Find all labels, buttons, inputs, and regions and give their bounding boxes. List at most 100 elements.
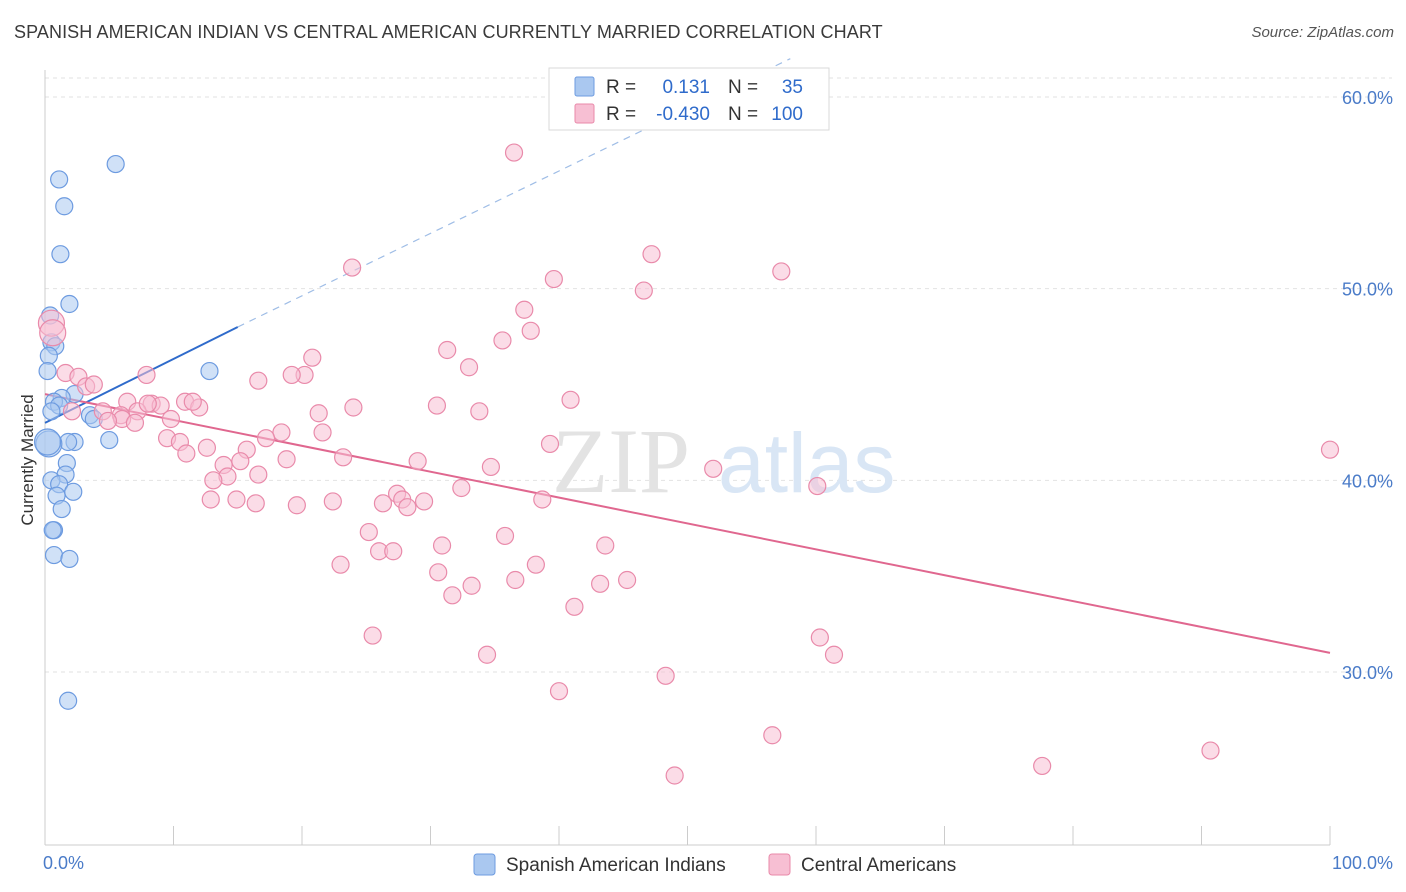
point-central-american-32 — [470, 402, 489, 421]
point-central-american-80 — [506, 570, 525, 590]
point-central-american-52 — [481, 457, 500, 477]
point-spanish-american-indian-9 — [200, 361, 219, 381]
legend-n-value-2: 100 — [771, 104, 803, 125]
point-central-american-83 — [462, 576, 481, 595]
point-central-american-89 — [477, 645, 497, 664]
point-central-american-67 — [373, 494, 393, 513]
point-central-american-9 — [521, 321, 540, 340]
point-central-american-90 — [656, 666, 675, 685]
point-central-american-3 — [772, 262, 791, 281]
chart-source: Source: ZipAtlas.com — [1251, 24, 1394, 41]
point-central-american-81 — [618, 570, 637, 590]
legend-n-value-1: 35 — [782, 77, 803, 98]
point-spanish-american-indian-3 — [51, 245, 70, 264]
point-central-american-63 — [227, 490, 246, 509]
point-central-american-84 — [443, 586, 462, 605]
point-spanish-american-indian-28 — [52, 499, 71, 519]
point-spanish-american-indian-33 — [59, 691, 78, 710]
point-central-american-10 — [493, 331, 512, 350]
point-central-american-64 — [414, 492, 434, 511]
watermark: ZIP atlas — [552, 410, 895, 512]
series-legend-label-pink: Central Americans — [801, 855, 956, 876]
correlation-legend: R = 0.131 N = 35 R = -0.430 N = 100 — [548, 67, 830, 131]
point-spanish-american-indian-34 — [33, 428, 62, 456]
point-central-american-74 — [596, 536, 615, 555]
point-central-american-54 — [704, 459, 723, 478]
point-central-american-59 — [452, 478, 471, 498]
point-central-american-57 — [204, 471, 223, 490]
point-central-american-73 — [432, 536, 452, 555]
series-legend-label-blue: Spanish American Indians — [506, 855, 726, 876]
point-spanish-american-indian-32 — [60, 549, 79, 569]
point-central-american-95 — [665, 766, 684, 785]
point-central-american-21 — [561, 390, 580, 409]
point-central-american-39 — [272, 423, 291, 442]
point-central-american-79 — [429, 563, 448, 582]
point-central-american-55 — [249, 465, 268, 484]
point-central-american-12 — [303, 348, 322, 367]
legend-r-label-1: R = — [606, 77, 636, 98]
point-central-american-31 — [62, 402, 82, 421]
ticks: 30.0% 40.0% 50.0% 60.0% 0.0% 100.0% — [43, 88, 1393, 873]
point-central-american-49 — [277, 450, 296, 469]
point-central-american-97 — [138, 394, 157, 413]
point-central-american-41 — [256, 429, 276, 448]
point-spanish-american-indian-15 — [42, 402, 61, 421]
point-central-american-76 — [384, 542, 403, 561]
point-central-american-13 — [459, 358, 479, 377]
point-spanish-american-indian-10 — [38, 361, 57, 381]
point-central-american-26 — [427, 396, 447, 415]
point-central-american-69 — [398, 498, 417, 517]
point-central-american-78 — [526, 555, 545, 574]
point-central-american-58 — [808, 476, 827, 496]
x-tick-label-0: 0.0% — [43, 853, 84, 873]
point-central-american-50 — [408, 452, 427, 471]
point-central-american-37 — [98, 411, 118, 431]
point-central-american-99 — [84, 375, 103, 394]
y-tick-label-60: 60.0% — [1342, 88, 1393, 108]
point-central-american-40 — [313, 423, 332, 442]
point-central-american-46 — [540, 434, 560, 454]
point-central-american-38 — [125, 413, 145, 432]
point-central-american-92 — [763, 726, 782, 745]
point-central-american-47 — [177, 444, 196, 463]
point-central-american-27 — [344, 398, 363, 417]
point-central-american-72 — [495, 526, 515, 546]
point-central-american-36 — [161, 409, 181, 429]
point-spanish-american-indian-31 — [44, 545, 64, 565]
point-spanish-american-indian-20 — [100, 430, 119, 450]
point-spanish-american-indian-8 — [39, 346, 58, 365]
point-central-american-5 — [634, 281, 653, 300]
y-tick-label-40: 40.0% — [1342, 471, 1393, 491]
point-spanish-american-indian-26 — [64, 482, 83, 501]
point-central-american-70 — [533, 490, 552, 509]
point-central-american-48 — [334, 448, 353, 467]
point-central-american-98 — [183, 392, 202, 411]
point-central-american-85 — [565, 597, 584, 616]
point-central-american-8 — [39, 319, 67, 347]
point-central-american-87 — [810, 628, 829, 647]
legend-swatch-blue — [574, 76, 595, 97]
legend-swatch-pink — [574, 103, 595, 124]
grid-lines — [45, 77, 1392, 673]
point-central-american-88 — [824, 645, 844, 664]
legend-r-label-2: R = — [606, 104, 636, 125]
point-central-american-91 — [549, 682, 569, 701]
point-central-american-62 — [201, 490, 220, 509]
legend-box — [548, 67, 830, 131]
watermark-atlas: atlas — [718, 416, 895, 510]
series-legend-swatch-pink — [768, 853, 791, 876]
series-legend-swatch-blue — [473, 853, 496, 876]
chart-title: SPANISH AMERICAN INDIAN VS CENTRAL AMERI… — [14, 22, 883, 42]
point-central-american-82 — [591, 574, 610, 593]
point-spanish-american-indian-4 — [60, 294, 79, 314]
point-central-american-86 — [363, 626, 382, 645]
y-axis-label: Currently Married — [18, 394, 37, 525]
point-central-american-71 — [359, 522, 378, 542]
data-points — [33, 143, 1340, 785]
point-central-american-2 — [343, 258, 362, 277]
point-central-american-93 — [1201, 741, 1220, 760]
point-central-american-6 — [515, 300, 534, 319]
legend-r-value-2: -0.430 — [656, 104, 710, 125]
